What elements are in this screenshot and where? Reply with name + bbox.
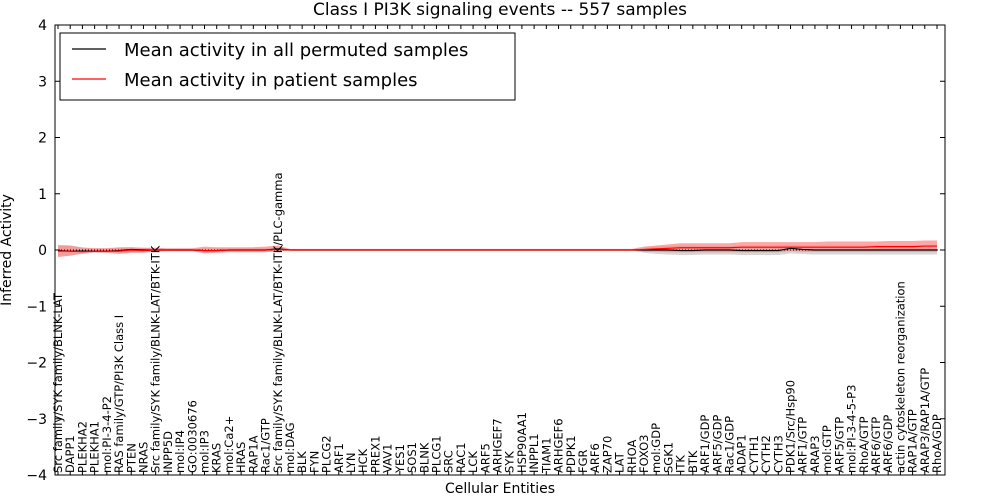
x-tick-label: LYN [344,452,358,473]
x-tick-label: FOXO3 [637,435,651,473]
x-tick-label: TIAM1 [539,437,553,474]
x-tick-label: RAC1 [454,442,468,473]
x-tick-label: FYN [307,451,321,473]
x-tick-label: Src family/SYK family/BLNK-LAT/BTK-ITK/P… [271,173,285,474]
x-tick-label: mol:PI-3-4-5-P3 [845,385,859,473]
x-tick-label: mol:IP4 [173,430,187,473]
x-tick-label: HCK [356,448,370,473]
x-tick-label: ARF6 [588,443,602,473]
x-tick-label: SYK [503,451,517,473]
x-tick-label: INPPL1 [527,433,541,473]
x-tick-label: mol:PI-3-4-P2 [100,396,114,473]
y-tick-label: −4 [26,468,47,484]
x-tick-label: ARF5/GTP [832,417,846,473]
y-tick-label: −3 [26,412,47,428]
x-tick-label: LCK [466,451,480,473]
x-tick-label: PLEKHA1 [88,421,102,473]
x-tick-label: RHOA [625,440,639,473]
x-tick-label: RhoA/GTP [857,416,871,473]
y-tick-label: −1 [26,299,47,315]
series-lines [57,245,937,253]
x-tick-label: mol:GTP [820,425,834,473]
x-tick-label: INPP5D [161,431,175,473]
x-tick-label: BLNK [417,442,431,473]
x-tick-label: ARF1 [332,443,346,473]
x-tick-label: PLCG1 [430,435,444,473]
x-tick-label: RAP1A/GTP [906,409,920,473]
x-tick-label: ARF5/GDP [710,415,724,473]
x-tick-label: PDK1/Src/Hsp90 [784,380,798,473]
patient-mean-line [58,245,937,253]
x-tick-label: KRAS [210,443,224,473]
x-tick-label: CYTH2 [759,435,773,473]
x-tick-label: ARAP3 [808,435,822,473]
x-tick-label: YES1 [393,444,407,474]
x-tick-label: ITK [674,455,688,473]
x-tick-label: PTEN [124,443,138,473]
x-tick-label: DAPP1 [63,435,77,473]
x-axis-title: Cellular Entities [445,481,555,497]
x-tick-label: CYTH1 [747,435,761,473]
x-tick-label: ARF1/GTP [796,417,810,473]
x-tick-label: HRAS [234,442,248,473]
x-tick-label: VAV1 [381,444,395,473]
x-tick-label: actin cytoskeleton reorganization [893,281,907,473]
x-tick-label: ADAP1 [735,434,749,473]
legend-label-permuted: Mean activity in all permuted samples [124,40,468,61]
x-tick-label: ARF6/GDP [881,415,895,473]
x-tick-label: ARF1/GDP [698,415,712,473]
x-tick-label: SGK1 [661,442,675,473]
x-tick-label: Src family/SYK family/BLNK-LAT/BTK-ITK [149,245,163,473]
x-tick-label: Src family/SYK family/BLNK-LAT [51,292,65,473]
x-tick-label: SOS1 [405,442,419,473]
y-tick-label: 1 [38,187,47,203]
x-tick-label: mol:DAG [283,422,297,473]
x-tick-label: PLCG2 [320,435,334,473]
confidence-bands [58,240,937,258]
x-tick-label: ARAP3/RAP1A/GTP [918,368,932,473]
chart-title: Class I PI3K signaling events -- 557 sam… [313,0,687,20]
x-tick-label: RhoA/GDP [930,414,944,473]
x-tick-label: mol:IP3 [198,430,212,473]
patient-band [58,240,937,258]
x-tick-label: mol:GDP [649,423,663,473]
legend-label-patient: Mean activity in patient samples [124,70,418,91]
x-tick-label: PDPK1 [564,435,578,473]
legend-box [59,32,516,101]
x-tick-label: BLK [295,451,309,473]
x-tick-label: ARHGEF7 [491,418,505,473]
x-tick-label: SRC [442,450,456,473]
x-tick-label: ZAP70 [600,436,614,473]
legend: Mean activity in all permuted samples Me… [59,32,516,101]
y-axis: −4 −3 −2 −1 0 1 2 3 4 [26,18,945,484]
x-tick-label: Rac1/GTP [259,418,273,473]
x-tick-label: HSP90AA1 [515,412,529,473]
x-tick-label: ARHGEF6 [552,418,566,473]
x-tick-label: LAT [613,451,627,473]
y-tick-label: 3 [38,74,47,90]
y-tick-label: 4 [38,18,47,34]
x-tick-label: CYTH3 [771,435,785,473]
y-axis-title: Inferred Activity [0,194,15,306]
x-tick-label: PREX1 [368,436,382,473]
x-tick-label: mol:Ca2+ [222,416,236,473]
y-tick-label: −2 [26,356,47,372]
x-tick-label: RAP1A [246,435,260,473]
x-tick-label: ARF6/GTP [869,417,883,473]
x-tick-label: Rac1/GDP [723,416,737,473]
x-tick-label: GO:0030676 [185,400,199,473]
x-tick-label: FGR [576,449,590,473]
x-tick-label: BTK [686,450,700,473]
x-tick-label: ARF5 [478,443,492,473]
x-tick-label: NRAS [137,442,151,473]
x-axis: Src family/SYK family/BLNK-LATDAPP1PLEKH… [51,25,944,475]
y-tick-label: 0 [38,243,47,259]
x-tick-label: PLEKHA2 [75,421,89,473]
y-tick-label: 2 [38,131,47,147]
x-tick-label: RAS family/GTP/PI3K Class I [112,315,126,473]
